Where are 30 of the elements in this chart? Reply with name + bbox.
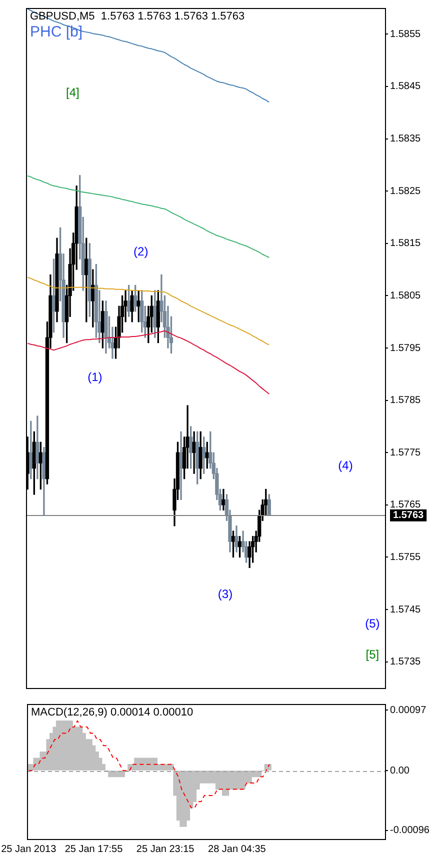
y-tick-label: 1.5825 [390, 186, 422, 197]
annotation: [5] [366, 648, 380, 662]
y-tick-label: 1.5805 [390, 290, 422, 302]
annotation: [4] [66, 85, 80, 100]
y-tick-label: 1.5765 [390, 500, 422, 511]
y-tick-label: 1.5835 [390, 134, 422, 145]
annotation: (2) [134, 244, 148, 258]
x-tick-label: 28 Jan 04:35 [208, 844, 266, 855]
y-tick-label: 0.00 [390, 765, 410, 776]
annotation: (3) [218, 587, 233, 602]
annotation: (1) [88, 370, 102, 384]
y-tick-label: 1.5735 [390, 656, 422, 668]
y-tick-label: 1.5795 [390, 342, 422, 354]
chart-title: MACD(12,26,9) 0.00014 0.00010 [31, 706, 194, 719]
text: PHC [b] [30, 24, 83, 41]
x-tick-label: 25 Jan 17:55 [64, 844, 124, 855]
y-tick-label: 0.00097 [390, 704, 427, 716]
ref-line-label: 1.5763 [393, 510, 424, 522]
y-tick-label: 1.5745 [390, 604, 422, 616]
y-tick-label: 1.5785 [390, 395, 422, 406]
y-tick-label: 1.5775 [390, 447, 422, 458]
y-tick-label: 1.5845 [390, 81, 422, 92]
annotation: (4) [338, 458, 353, 473]
x-tick-label: 25 Jan 2013 [1, 844, 57, 855]
y-tick-label: 1.5815 [390, 238, 422, 250]
x-tick-label: 25 Jan 23:15 [136, 844, 195, 855]
y-tick-label: 1.5755 [390, 552, 422, 563]
annotation: (5) [365, 616, 380, 630]
y-tick-label: 1.5855 [390, 28, 422, 40]
y-tick-label: -0.00096 [390, 825, 430, 836]
